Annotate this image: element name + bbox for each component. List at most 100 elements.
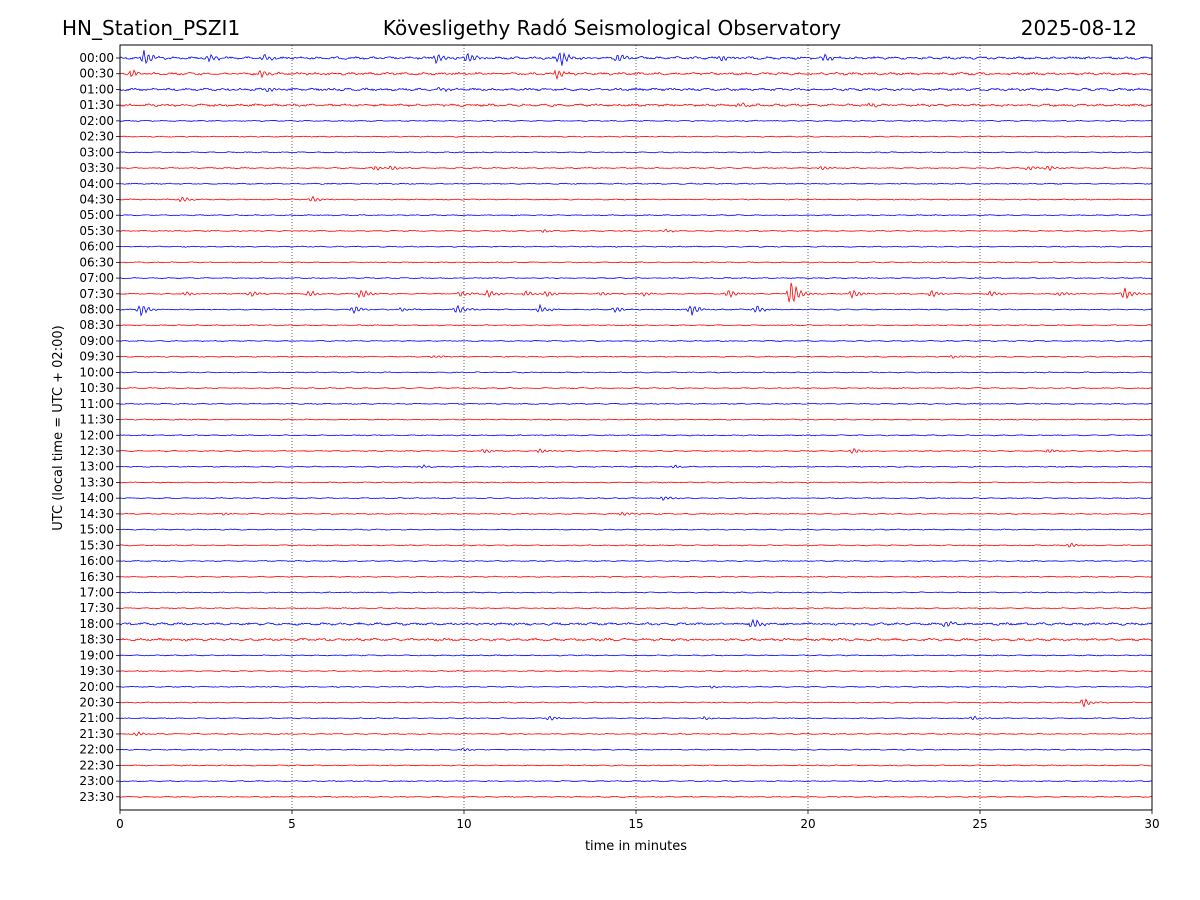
y-tick-label: 21:00 (79, 711, 114, 725)
trace-line (119, 135, 1153, 138)
trace-line (119, 637, 1153, 642)
y-tick-label: 14:30 (79, 507, 114, 521)
observatory-title: Kövesligethy Radó Seismological Observat… (383, 16, 841, 40)
trace-line (119, 261, 1153, 264)
trace-line (119, 698, 1153, 708)
trace-line (119, 214, 1153, 217)
y-tick-label: 03:30 (79, 161, 114, 175)
trace-line (119, 780, 1153, 783)
station-label: HN_Station_PSZI1 (62, 16, 240, 40)
y-tick-label: 15:30 (79, 538, 114, 552)
trace-group (119, 49, 1153, 798)
trace-line (119, 151, 1153, 154)
y-tick-label: 23:00 (79, 774, 114, 788)
plot-frame (119, 44, 1153, 811)
y-tick-label: 15:00 (79, 523, 114, 537)
y-tick-label: 00:00 (79, 51, 114, 65)
y-tick-label: 02:00 (79, 114, 114, 128)
y-tick-label: 19:30 (79, 664, 114, 678)
trace-line (119, 464, 1153, 469)
y-tick-label: 05:30 (79, 224, 114, 238)
trace-line (119, 575, 1153, 578)
trace-line (119, 182, 1153, 185)
trace-line (119, 69, 1153, 81)
trace-line (119, 591, 1153, 594)
x-tick-labels: 0 5 10 15 20 25 30 (116, 810, 1160, 831)
x-tick-label: 30 (1144, 817, 1159, 831)
x-tick-label: 20 (800, 817, 815, 831)
y-tick-label: 20:30 (79, 696, 114, 710)
y-tick-label: 01:00 (79, 82, 114, 96)
trace-line (119, 748, 1153, 752)
x-tick-label: 5 (288, 817, 296, 831)
trace-line (119, 685, 1153, 689)
y-tick-label: 07:00 (79, 271, 114, 285)
y-tick-label: 22:30 (79, 758, 114, 772)
y-tick-label: 09:30 (79, 350, 114, 364)
trace-line (119, 195, 1153, 203)
y-tick-label: 08:00 (79, 303, 114, 317)
trace-line (119, 618, 1153, 628)
y-tick-label: 16:00 (79, 554, 114, 568)
y-tick-label: 03:00 (79, 145, 114, 159)
y-tick-label: 01:30 (79, 98, 114, 112)
trace-line (119, 795, 1153, 798)
y-tick-label: 13:30 (79, 475, 114, 489)
trace-line (119, 228, 1153, 233)
y-tick-label: 12:00 (79, 428, 114, 442)
trace-line (119, 481, 1153, 484)
trace-line (119, 654, 1153, 657)
y-tick-label: 13:00 (79, 460, 114, 474)
x-tick-label: 10 (456, 817, 471, 831)
trace-line (119, 496, 1153, 501)
y-tick-label: 20:00 (79, 680, 114, 694)
y-axis-label: UTC (local time = UTC + 02:00) (51, 325, 66, 530)
y-tick-label: 12:30 (79, 444, 114, 458)
y-tick-label: 11:00 (79, 397, 114, 411)
y-tick-label: 14:00 (79, 491, 114, 505)
trace-line (119, 731, 1153, 736)
trace-line (119, 86, 1153, 93)
y-tick-label: 04:30 (79, 192, 114, 206)
trace-line (119, 387, 1153, 390)
trace-line (119, 339, 1153, 343)
trace-line (119, 282, 1153, 303)
trace-line (119, 607, 1153, 610)
y-tick-label: 11:30 (79, 413, 114, 427)
y-tick-label: 17:00 (79, 585, 114, 599)
y-tick-label: 16:30 (79, 570, 114, 584)
x-tick-label: 0 (116, 817, 124, 831)
trace-line (119, 764, 1153, 767)
trace-line (119, 402, 1153, 405)
trace-line (119, 245, 1153, 248)
trace-line (119, 277, 1153, 280)
y-tick-label: 18:00 (79, 617, 114, 631)
trace-line (119, 418, 1153, 421)
y-tick-label: 00:30 (79, 67, 114, 81)
x-tick-label: 25 (972, 817, 987, 831)
date-label: 2025-08-12 (1021, 16, 1137, 40)
trace-line (119, 102, 1153, 108)
trace-line (119, 324, 1153, 327)
trace-line (119, 511, 1153, 516)
trace-line (119, 355, 1153, 359)
x-tick-label: 15 (628, 817, 643, 831)
trace-line (119, 119, 1153, 122)
y-tick-label: 10:30 (79, 381, 114, 395)
y-tick-label: 07:30 (79, 287, 114, 301)
y-tick-label: 19:00 (79, 648, 114, 662)
y-tick-label: 18:30 (79, 633, 114, 647)
trace-line (119, 670, 1153, 673)
y-tick-label: 06:30 (79, 255, 114, 269)
y-tick-label: 02:30 (79, 130, 114, 144)
y-tick-label: 06:00 (79, 240, 114, 254)
trace-line (119, 371, 1153, 374)
y-tick-label: 05:00 (79, 208, 114, 222)
y-tick-label: 22:00 (79, 743, 114, 757)
y-tick-label: 21:30 (79, 727, 114, 741)
x-axis-label: time in minutes (585, 839, 687, 854)
trace-line (119, 165, 1153, 172)
trace-line (119, 434, 1153, 437)
trace-line (119, 528, 1153, 531)
